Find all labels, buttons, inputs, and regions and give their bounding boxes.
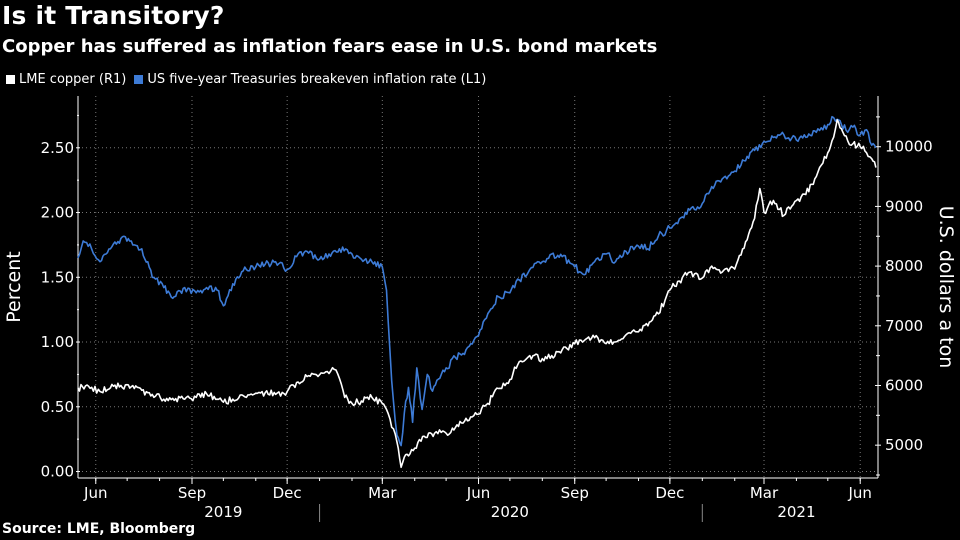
x-tick-label: Jun <box>83 484 107 502</box>
right-tick-label: 10000 <box>885 138 933 156</box>
source-note: Source: LME, Bloomberg <box>2 521 196 537</box>
left-tick-label: 1.00 <box>41 333 74 351</box>
x-tick-label: Dec <box>655 484 684 502</box>
right-axis-title: U.S. dollars a ton <box>935 206 957 369</box>
right-tick-label: 6000 <box>885 376 923 394</box>
left-tick-label: 2.50 <box>41 139 74 157</box>
legend-label-copper: LME copper (R1) <box>19 72 127 87</box>
legend-swatch-copper <box>6 75 15 84</box>
x-tick-label: Sep <box>561 484 589 502</box>
right-tick-label: 8000 <box>885 257 923 275</box>
gridlines <box>78 96 878 478</box>
legend: LME copper (R1) US five-year Treasuries … <box>6 72 494 87</box>
year-label: 2019 <box>204 503 242 521</box>
x-tick-label: Jun <box>466 484 490 502</box>
legend-swatch-breakeven <box>134 75 144 84</box>
x-tick-label: Mar <box>750 484 779 502</box>
legend-label-breakeven: US five-year Treasuries breakeven inflat… <box>147 72 487 87</box>
right-tick-label: 9000 <box>885 197 923 215</box>
right-tick-label: 5000 <box>885 436 923 454</box>
left-tick-label: 2.00 <box>41 204 74 222</box>
legend-item-copper: LME copper (R1) <box>6 72 126 87</box>
chart-title: Is it Transitory? <box>2 1 225 30</box>
series-line-breakeven <box>77 115 877 447</box>
x-tick-label: Jun <box>848 484 872 502</box>
x-tick-label: Dec <box>273 484 302 502</box>
chart-subtitle: Copper has suffered as inflation fears e… <box>2 36 658 57</box>
left-axis-title: Percent <box>3 251 25 323</box>
year-label: 2021 <box>777 503 815 521</box>
legend-item-breakeven: US five-year Treasuries breakeven inflat… <box>134 72 486 87</box>
tick-labels: 0.00 0.50 1.00 1.50 2.00 2.50 Jun Sep Dec Mar Jun S… <box>3 138 957 521</box>
series-line-copper <box>77 119 877 469</box>
series-lines <box>77 115 877 469</box>
left-tick-label: 0.00 <box>41 463 74 481</box>
right-tick-label: 7000 <box>885 317 923 335</box>
axes <box>76 96 881 522</box>
x-tick-label: Sep <box>178 484 206 502</box>
left-tick-label: 0.50 <box>41 398 74 416</box>
year-label: 2020 <box>491 503 529 521</box>
left-tick-label: 1.50 <box>41 268 74 286</box>
x-tick-label: Mar <box>368 484 397 502</box>
